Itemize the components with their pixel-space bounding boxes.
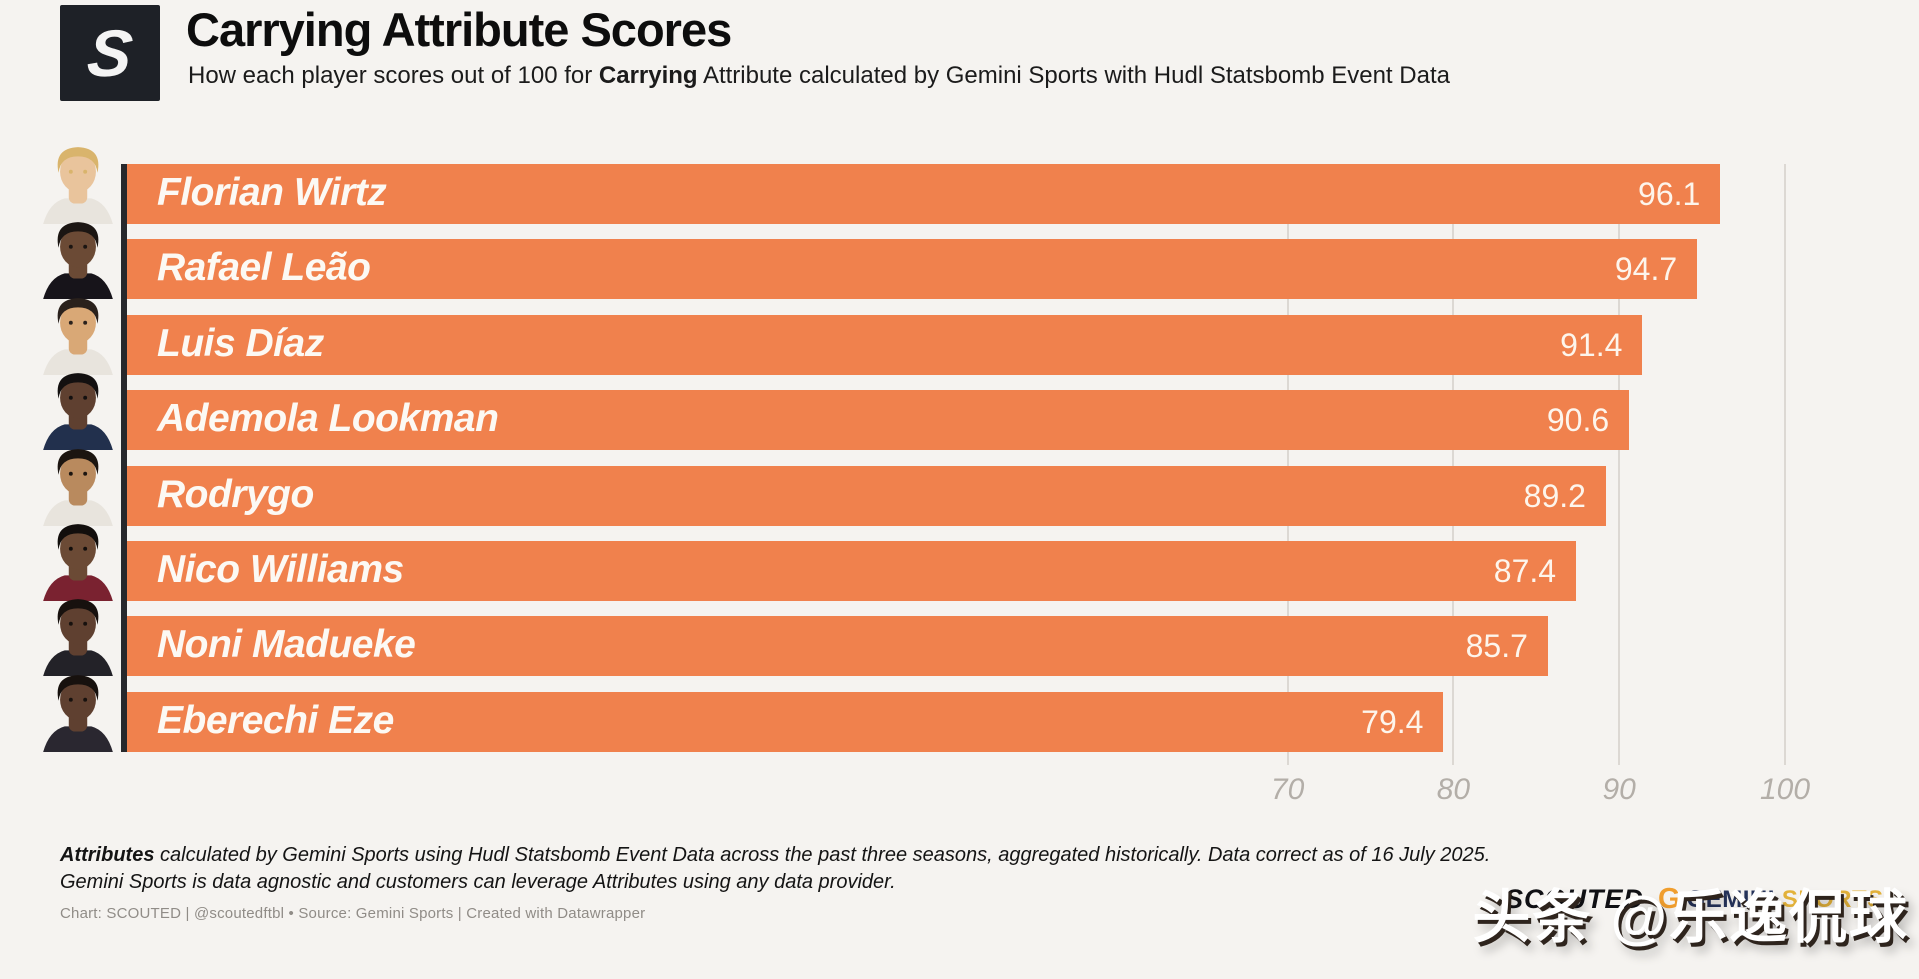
gemini-wordmark: GEMINI (1686, 885, 1775, 913)
player-avatar (41, 217, 115, 300)
x-tick-label: 90 (1602, 773, 1636, 806)
player-avatar (41, 444, 115, 526)
footnote-line2: Gemini Sports is data agnostic and custo… (60, 871, 896, 893)
player-avatar (41, 670, 115, 752)
bar-value: 96.1 (1638, 176, 1701, 212)
player-avatar-icon (43, 524, 113, 601)
bar-value: 87.4 (1493, 552, 1557, 589)
bar: Ademola Lookman 90.6 (127, 390, 1630, 451)
gridline (1452, 164, 1455, 765)
player-name: Florian Wirtz (157, 171, 387, 214)
plot-area: Florian Wirtz 96.1 Rafael Leão 94.7 (43, 147, 1786, 765)
bar-value: 91.4 (1560, 326, 1623, 363)
chart-subtitle: How each player scores out of 100 for Ca… (188, 62, 1450, 90)
scouted-s-logo: S (60, 5, 160, 101)
footnote-line1: Attributes calculated by Gemini Sports u… (60, 842, 1540, 869)
gridline (1286, 164, 1289, 765)
chart-title: Carrying Attribute Scores (186, 3, 732, 56)
scouted-s-letter: S (84, 16, 136, 90)
x-tick-label: 80 (1436, 773, 1471, 806)
footnote-line1-text: calculated by Gemini Sports using Hudl S… (154, 844, 1491, 866)
player-avatar-icon (43, 674, 113, 752)
player-avatar (41, 293, 115, 375)
player-avatar (41, 142, 115, 224)
sports-wordmark: SPORTS (1781, 885, 1884, 913)
bar-row: Rodrygo 89.2 (43, 448, 1785, 526)
x-axis-labels: 70 80 90 100 (127, 773, 1810, 809)
bar-value: 94.7 (1614, 251, 1678, 288)
bar-row: Rafael Leão 94.7 (43, 222, 1785, 300)
bar-row: Florian Wirtz 96.1 (43, 147, 1785, 224)
player-avatar-icon (43, 147, 113, 224)
player-name: Rodrygo (157, 472, 314, 516)
x-tick-label: 100 (1759, 773, 1811, 806)
player-name: Nico Williams (157, 547, 404, 591)
player-avatar (41, 594, 115, 677)
credit-line: Chart: SCOUTED | @scoutedftbl • Source: … (60, 905, 646, 922)
x-tick-label: 70 (1270, 773, 1305, 806)
player-name: Rafael Leão (157, 246, 371, 290)
bar-value: 90.6 (1546, 402, 1610, 439)
bar-row: Eberechi Eze 79.4 (43, 674, 1785, 752)
player-avatar-icon (43, 373, 113, 451)
bar-value: 85.7 (1465, 628, 1528, 665)
bar: Nico Williams 87.4 (127, 540, 1577, 601)
scouted-wordmark: SCOUTED (1505, 884, 1645, 914)
subtitle-prefix: How each player scores out of 100 for (188, 62, 599, 89)
player-name: Noni Madueke (157, 623, 416, 667)
player-avatar (41, 368, 115, 451)
player-name: Luis Díaz (157, 321, 324, 365)
player-avatar (41, 519, 115, 601)
bar-value: 79.4 (1361, 703, 1424, 740)
bar-rows: Florian Wirtz 96.1 Rafael Leão 94.7 (43, 147, 1785, 752)
subtitle-bold-word: Carrying (598, 62, 698, 89)
bar-row: Nico Williams 87.4 (43, 524, 1785, 601)
subtitle-suffix: Attribute calculated by Gemini Sports wi… (697, 62, 1450, 89)
bar-value: 89.2 (1523, 477, 1586, 514)
bar: Florian Wirtz 96.1 (127, 164, 1721, 224)
player-avatar-icon (43, 448, 113, 526)
player-avatar-icon (43, 599, 113, 677)
bar: Luis Díaz 91.4 (127, 314, 1643, 375)
footnote-bold-word: Attributes (60, 844, 155, 866)
y-axis-line (121, 164, 127, 752)
watermark: 头条 @乐逸侃球 (1472, 885, 1909, 950)
player-avatar-icon (43, 222, 113, 300)
bar: Rafael Leão 94.7 (127, 239, 1698, 300)
gridline (1784, 164, 1786, 765)
footnote: Attributes calculated by Gemini Sports u… (60, 842, 1540, 896)
player-name: Eberechi Eze (157, 698, 394, 742)
brand-row: SCOUTED G GEMINI SPORTS (1505, 884, 1884, 915)
gridline (1618, 164, 1621, 765)
player-avatar-icon (43, 297, 113, 375)
bar: Eberechi Eze 79.4 (127, 691, 1444, 752)
bar-row: Luis Díaz 91.4 (43, 297, 1785, 375)
player-name: Ademola Lookman (157, 397, 499, 441)
gemini-sports-logo: G GEMINI SPORTS (1658, 885, 1884, 914)
gemini-g-icon: G (1658, 883, 1681, 915)
bar-row: Noni Madueke 85.7 (43, 599, 1785, 677)
bar: Rodrygo 89.2 (127, 465, 1606, 526)
bar: Noni Madueke 85.7 (127, 616, 1548, 677)
bar-row: Ademola Lookman 90.6 (43, 373, 1785, 451)
